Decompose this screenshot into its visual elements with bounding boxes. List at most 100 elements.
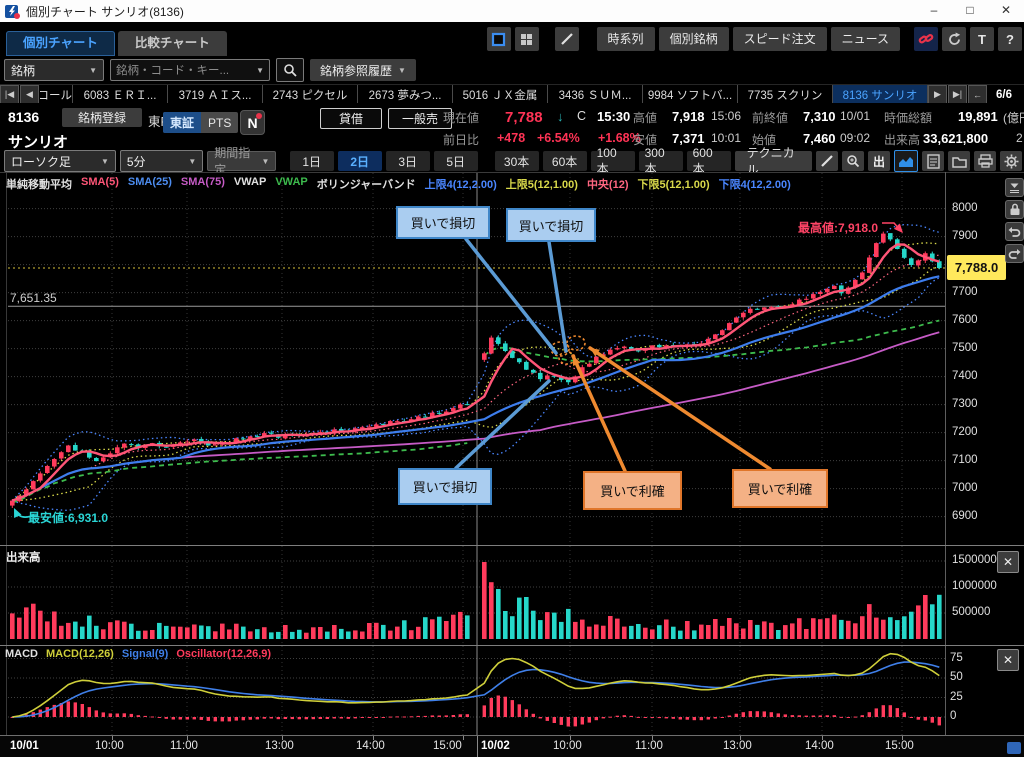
legend-item: VWAP: [233, 176, 267, 188]
close-button[interactable]: ✕: [1000, 3, 1012, 17]
stock-tab-bar: |◀ ◀ コール 6083 ＥＲＩ... 3719 ＡＩス... 2743 ピクセル 267…: [0, 84, 1024, 104]
annotation-stoploss: 買いで損切: [506, 208, 596, 242]
chart-type-dropdown[interactable]: ローソク足 ▼: [4, 150, 116, 172]
draw-tool-icon[interactable]: [816, 151, 838, 171]
price-tick: 8000: [952, 201, 978, 214]
period-day-button[interactable]: 3日: [385, 151, 430, 171]
time-label: 15:00: [885, 740, 914, 752]
printer-icon[interactable]: [974, 151, 996, 171]
news-dot-icon: [256, 113, 262, 119]
main-chart-pane[interactable]: 単純移動平均 SMA(5) SMA(25) SMA(75) VWAP VWAP ボリンジャー…: [0, 172, 1024, 546]
volume-tick: 1500000: [952, 554, 997, 566]
next-tab-button[interactable]: ▶: [928, 85, 947, 104]
header-button-時系列[interactable]: 時系列: [596, 27, 655, 51]
macd-pane[interactable]: MACD MACD(12,26) Signal(9) Oscillator(12,26…: [0, 645, 1024, 735]
draw-line-icon[interactable]: [554, 27, 579, 51]
stock-tab[interactable]: 9984 ソフトバ...: [643, 85, 738, 104]
link-icon[interactable]: [914, 27, 938, 51]
quote-cell: 10/01: [840, 109, 871, 123]
quote-cell: 安値: [633, 133, 658, 147]
first-tab-button[interactable]: |◀: [0, 85, 19, 104]
stock-tab[interactable]: 8136 サンリオ: [833, 85, 928, 104]
exchange-toggle-pts[interactable]: PTS: [208, 115, 232, 130]
header-button-スピード注文[interactable]: スピード注文: [732, 27, 827, 51]
search-icon: [283, 63, 297, 77]
refresh-icon[interactable]: [942, 27, 966, 51]
macd-chart[interactable]: [0, 646, 945, 735]
back-button[interactable]: ←: [968, 85, 987, 104]
volume-chart[interactable]: [0, 546, 945, 645]
layout-single-icon[interactable]: [486, 27, 511, 51]
time-tick: [652, 736, 653, 740]
volume-close-button[interactable]: ✕: [997, 551, 1019, 573]
search-placeholder: 銘柄・コード・キー...: [116, 65, 230, 77]
header-button-個別銘柄[interactable]: 個別銘柄: [658, 27, 729, 51]
lock-icon[interactable]: [1005, 200, 1024, 219]
popout-button[interactable]: 出: [868, 151, 890, 171]
stock-tab[interactable]: 3719 ＡＩス...: [168, 85, 263, 104]
stock-tab[interactable]: 2673 夢みつ...: [358, 85, 453, 104]
news-logo-button[interactable]: N: [240, 110, 265, 135]
period-bars-button[interactable]: 300本: [638, 146, 683, 176]
tab-individual-chart[interactable]: 個別チャート: [6, 31, 115, 56]
layout-grid-icon[interactable]: [514, 27, 539, 51]
period-bars-button[interactable]: 30本: [494, 151, 539, 171]
header-button-ニュース[interactable]: ニュース: [830, 27, 900, 51]
volume-pane[interactable]: 出来高 1500000 1000000 500000 ✕: [0, 545, 1024, 645]
period-bars-button[interactable]: 600本: [686, 146, 731, 176]
period-day-button[interactable]: 2日: [337, 151, 382, 171]
legend-item: 単純移動平均: [6, 179, 72, 191]
time-tick: [822, 736, 823, 740]
gear-icon[interactable]: [1000, 151, 1022, 171]
folder-icon[interactable]: [948, 151, 970, 171]
redo-icon[interactable]: [1005, 244, 1024, 263]
quote-cell: 2: [1016, 131, 1023, 145]
stock-tab[interactable]: 7735 スクリン: [738, 85, 833, 104]
search-button[interactable]: [276, 58, 304, 82]
price-tick: 7400: [952, 369, 978, 382]
prev-tab-button[interactable]: ◀: [20, 85, 39, 104]
corner-grip-icon[interactable]: [1007, 742, 1021, 754]
period-bars-button[interactable]: 60本: [542, 151, 587, 171]
quote-cell: 時価総額: [884, 111, 933, 125]
legend-item: SMA(5): [81, 176, 119, 188]
range-select-button[interactable]: 期間指定 ▼: [207, 146, 277, 177]
maximize-button[interactable]: □: [966, 3, 974, 17]
technical-button[interactable]: テクニカル: [734, 146, 812, 177]
chevron-down-icon: ▼: [256, 65, 264, 75]
quote-cell: 19,891: [958, 109, 998, 124]
stock-tab[interactable]: 2743 ピクセル: [263, 85, 358, 104]
time-tick: [373, 736, 374, 740]
exchange-toggle-tse[interactable]: 東証: [163, 112, 202, 133]
minimize-button[interactable]: –: [930, 3, 938, 17]
undo-icon[interactable]: [1005, 222, 1024, 241]
help-button[interactable]: ?: [998, 27, 1022, 51]
tab-compare-chart[interactable]: 比較チャート: [117, 31, 227, 56]
stock-tab[interactable]: 3436 ＳＵＭ...: [548, 85, 643, 104]
last-tab-button[interactable]: ▶|: [948, 85, 967, 104]
macd-close-button[interactable]: ✕: [997, 649, 1019, 671]
time-label: 10/01: [10, 740, 39, 752]
chart-menu-icon[interactable]: [1005, 178, 1024, 197]
stock-tab[interactable]: 5016 ＪＸ金属: [453, 85, 548, 104]
chart-style-icon[interactable]: [894, 150, 918, 172]
quote-cell: 7,310: [803, 109, 836, 124]
macd-tick: 75: [950, 651, 963, 664]
stock-tab[interactable]: コール: [40, 85, 73, 104]
stock-tab[interactable]: 6083 ＥＲＩ...: [73, 85, 168, 104]
symbol-history-button[interactable]: 銘柄参照履歴 ▼: [310, 59, 416, 81]
margin-badge-ippanuri[interactable]: 一般売: [388, 108, 452, 129]
symbol-category-dropdown[interactable]: 銘柄 ▼: [4, 59, 104, 81]
quote-cell: 15:30: [597, 109, 631, 124]
symbol-search-input[interactable]: 銘柄・コード・キー... ▼: [110, 59, 270, 81]
time-label: 11:00: [170, 740, 198, 752]
interval-dropdown[interactable]: 5分 ▼: [119, 150, 204, 172]
text-size-button[interactable]: T: [970, 27, 994, 51]
register-symbol-button[interactable]: 銘柄登録: [62, 108, 142, 127]
period-day-button[interactable]: 1日: [289, 151, 334, 171]
period-bars-button[interactable]: 100本: [590, 146, 635, 176]
margin-badge-taishaku[interactable]: 貸借: [320, 108, 382, 129]
zoom-tool-icon[interactable]: [842, 151, 864, 171]
memo-icon[interactable]: [922, 151, 944, 171]
period-day-button[interactable]: 5日: [433, 151, 478, 171]
